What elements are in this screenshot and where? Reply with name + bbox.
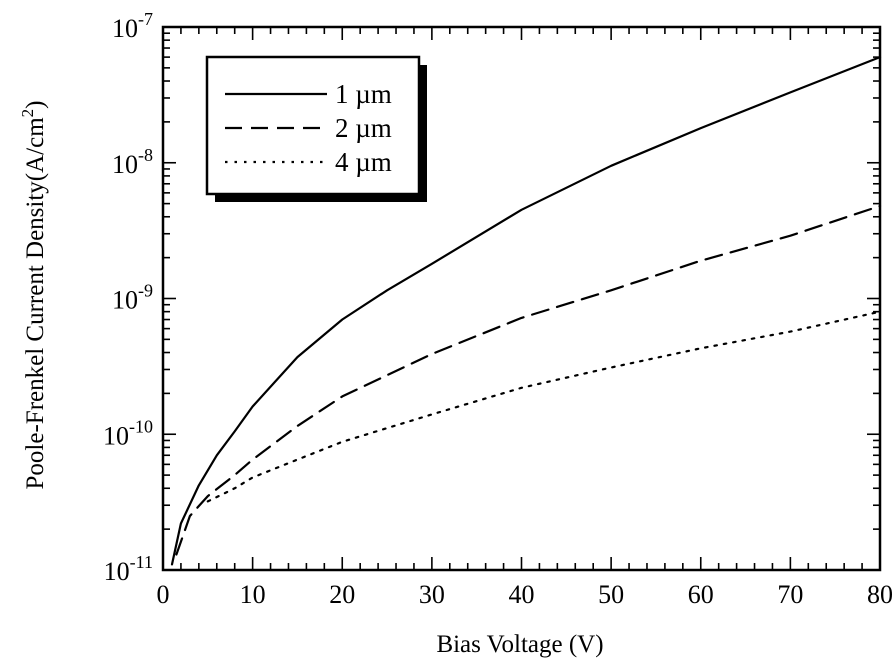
y-tick-label: 10-7 xyxy=(112,9,153,43)
series-line-2 xyxy=(175,204,882,556)
x-tick-label: 60 xyxy=(688,580,714,609)
legend-box xyxy=(205,55,421,196)
y-axis-title-sup: 2 xyxy=(18,109,37,118)
x-tick-label: 50 xyxy=(598,580,624,609)
series-line-1 xyxy=(170,55,882,566)
x-tick-label: 20 xyxy=(329,580,355,609)
y-tick-label: 10-11 xyxy=(104,552,153,586)
legend-label-2: 2 µm xyxy=(335,113,392,143)
x-tick-label: 0 xyxy=(157,580,170,609)
legend-label-3: 4 µm xyxy=(335,147,392,177)
y-tick-label: 10-9 xyxy=(112,281,153,315)
y-tick-label: 10-10 xyxy=(103,416,153,450)
legend-label-1: 1 µm xyxy=(335,79,392,109)
y-axis-title-close: ) xyxy=(22,101,49,109)
y-axis-title: Poole-Frenkel Current Density(A/cm2) xyxy=(18,101,49,490)
series-line-3 xyxy=(206,310,882,503)
y-tick-label: 10-8 xyxy=(112,145,153,179)
x-tick-label: 30 xyxy=(419,580,445,609)
x-axis-title: Bias Voltage (V) xyxy=(436,631,603,658)
x-tick-label: 40 xyxy=(509,580,535,609)
x-tick-label: 70 xyxy=(777,580,803,609)
x-tick-label: 80 xyxy=(867,580,893,609)
y-axis-title-main: Poole-Frenkel Current Density(A/cm xyxy=(22,117,49,490)
x-tick-label: 10 xyxy=(240,580,266,609)
